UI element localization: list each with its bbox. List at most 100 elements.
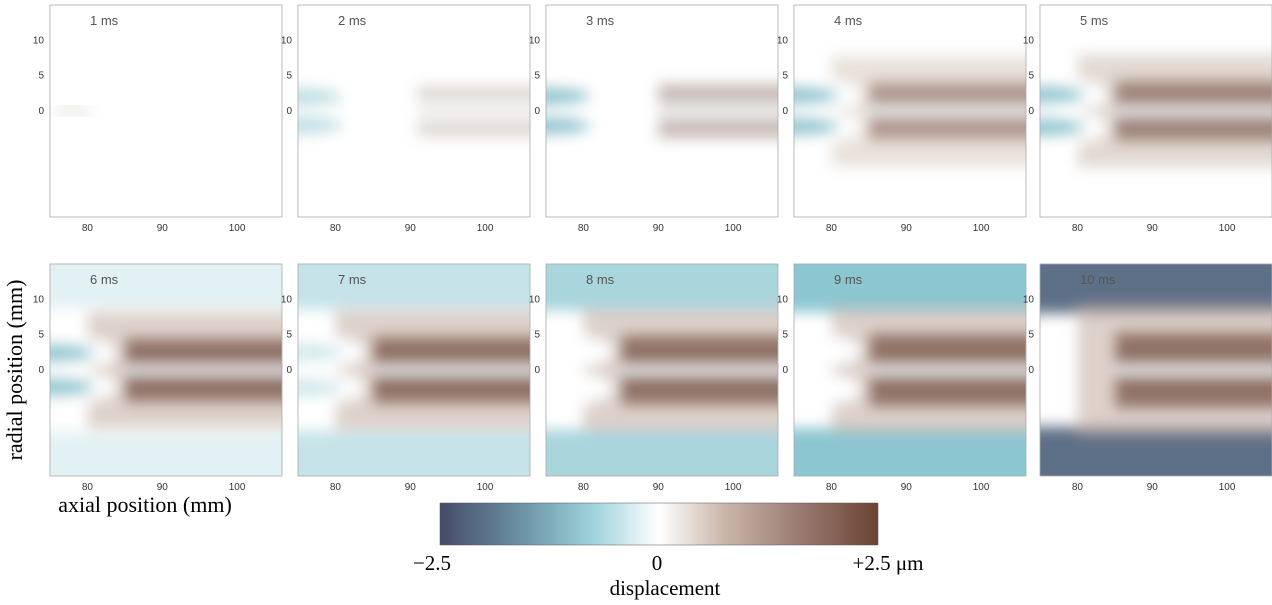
y-tick-label: 5 <box>782 330 788 341</box>
panel-frame <box>49 4 283 218</box>
lobe <box>546 116 591 136</box>
heatmap <box>298 79 530 143</box>
stripe <box>1114 331 1272 366</box>
heatmap-blur <box>794 264 1026 476</box>
y-tick-label: 10 <box>1023 35 1035 46</box>
lobe <box>794 117 839 136</box>
lobe <box>298 343 343 362</box>
lobe <box>298 378 343 397</box>
x-tick-label: 80 <box>330 223 342 234</box>
stripe <box>1114 374 1272 409</box>
center-line <box>868 107 1026 115</box>
panel-label: 6 ms <box>90 272 119 287</box>
x-tick-label: 90 <box>653 223 665 234</box>
lobe <box>1040 118 1085 137</box>
x-tick-label: 100 <box>973 482 990 493</box>
panel-frame <box>297 263 531 477</box>
heatmap <box>546 264 778 476</box>
panel: 4 ms 80 90 100 10 5 0 <box>777 4 1027 234</box>
y-tick-label: 5 <box>534 71 540 82</box>
stripe <box>1114 80 1272 108</box>
center-line <box>417 107 530 115</box>
x-axis-label: axial position (mm) <box>58 492 232 517</box>
y-tick-label: 0 <box>534 365 540 376</box>
y-tick-label: 10 <box>281 35 293 46</box>
y-tick-label: 0 <box>38 106 44 117</box>
x-tick-label: 80 <box>1072 223 1084 234</box>
y-tick-label: 0 <box>1028 365 1034 376</box>
heatmap-blur <box>794 55 1026 167</box>
stripe <box>620 373 778 406</box>
stripe <box>417 85 530 108</box>
x-tick-label: 100 <box>229 223 246 234</box>
center-line <box>1114 107 1272 115</box>
x-tick-label: 80 <box>1072 482 1084 493</box>
stripe <box>124 373 282 402</box>
band <box>50 432 282 476</box>
y-tick-label: 10 <box>1023 294 1035 305</box>
y-tick-label: 0 <box>782 106 788 117</box>
lobe <box>50 377 95 397</box>
stripe <box>868 374 1026 407</box>
y-tick-label: 0 <box>38 365 44 376</box>
lobe-white <box>546 370 614 407</box>
panel-label: 5 ms <box>1080 13 1109 28</box>
colorbar-label: +2.5 μm <box>853 551 924 575</box>
band <box>298 264 530 310</box>
band <box>1040 264 1272 314</box>
y-tick-label: 5 <box>782 71 788 82</box>
stripe <box>620 334 778 367</box>
y-tick-label: 10 <box>529 294 541 305</box>
stripe <box>658 114 778 139</box>
y-tick-label: 5 <box>1028 330 1034 341</box>
panel-label: 7 ms <box>338 272 367 287</box>
y-axis-label: radial position (mm) <box>2 280 27 461</box>
x-tick-label: 100 <box>725 482 742 493</box>
x-tick-label: 100 <box>1219 482 1236 493</box>
panel: 7 ms 80 90 100 10 5 0 <box>281 263 531 493</box>
center-line <box>124 366 282 374</box>
band <box>794 264 1026 313</box>
panel: 8 ms 80 90 100 10 5 0 <box>529 263 779 493</box>
lobe <box>1040 85 1085 104</box>
lobe <box>298 115 343 135</box>
panel-frame <box>297 4 531 218</box>
panel-frame <box>545 263 779 477</box>
x-tick-label: 80 <box>82 223 94 234</box>
x-tick-label: 90 <box>901 482 913 493</box>
center-line <box>1114 366 1272 374</box>
y-tick-label: 5 <box>38 71 44 82</box>
x-tick-label: 100 <box>229 482 246 493</box>
x-tick-label: 90 <box>405 482 417 493</box>
y-tick-label: 10 <box>529 35 541 46</box>
stripe <box>372 336 530 367</box>
trace <box>52 107 93 115</box>
center-line <box>372 366 530 374</box>
x-tick-label: 90 <box>405 223 417 234</box>
y-tick-label: 0 <box>1028 106 1034 117</box>
x-tick-label: 80 <box>82 482 94 493</box>
y-tick-label: 5 <box>286 71 292 82</box>
panel-frame <box>545 4 779 218</box>
y-tick-label: 10 <box>281 294 293 305</box>
band <box>1040 426 1272 476</box>
x-tick-label: 90 <box>1147 223 1159 234</box>
x-tick-label: 80 <box>826 482 838 493</box>
heatmap <box>794 55 1026 167</box>
colorbar-title: displacement <box>610 576 721 600</box>
panel-label: 4 ms <box>834 13 863 28</box>
center-line <box>868 366 1026 374</box>
x-tick-label: 80 <box>578 482 590 493</box>
y-tick-label: 0 <box>286 365 292 376</box>
y-tick-label: 0 <box>286 106 292 117</box>
band <box>546 429 778 476</box>
heatmap-blur <box>298 264 530 476</box>
panel-frame <box>49 263 283 477</box>
heatmap-blur <box>546 264 778 476</box>
stripe <box>417 114 530 137</box>
x-tick-label: 80 <box>330 482 342 493</box>
lobe-white <box>794 333 862 369</box>
y-tick-label: 5 <box>286 330 292 341</box>
x-tick-label: 80 <box>578 223 590 234</box>
